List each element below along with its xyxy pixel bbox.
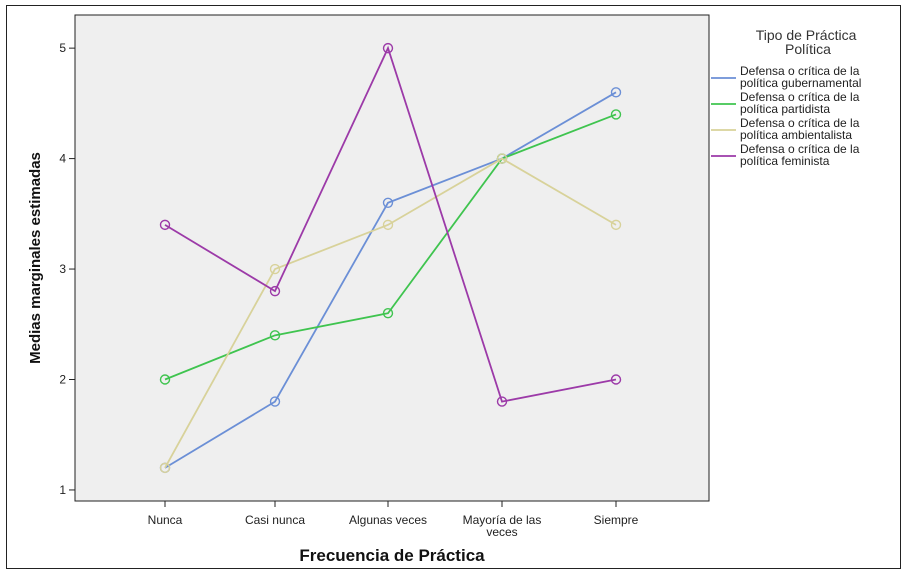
series-3 — [159, 153, 622, 474]
data-point — [382, 219, 394, 231]
y-tick-label: 4 — [59, 152, 66, 166]
y-axis: 1 2 3 4 5 — [59, 41, 75, 497]
x-tick-label: Siempre — [594, 513, 639, 527]
series-line — [164, 113, 617, 381]
series-line — [164, 157, 617, 469]
legend-label: Defensa o crítica de la política partidis… — [740, 90, 860, 116]
x-axis-title: Frecuencia de Práctica — [299, 546, 485, 565]
data-point — [159, 219, 171, 231]
series-layer — [159, 42, 622, 474]
data-point — [610, 219, 622, 231]
series-line — [164, 91, 617, 469]
legend: Defensa o crítica de la política gubernam… — [711, 64, 861, 168]
y-tick-label: 2 — [59, 373, 66, 387]
data-point — [269, 263, 281, 275]
legend-item-2: Defensa o crítica de la política partidis… — [711, 90, 860, 116]
data-point — [610, 374, 622, 385]
y-tick-label: 1 — [59, 483, 66, 497]
legend-label: Defensa o crítica de la política ambienta… — [740, 116, 860, 142]
y-tick-label: 5 — [59, 41, 66, 55]
legend-title-line2: Política — [785, 41, 831, 57]
data-point — [159, 374, 171, 385]
data-point — [496, 153, 508, 164]
data-point — [382, 197, 394, 208]
data-point — [269, 330, 281, 341]
data-point — [269, 285, 281, 297]
legend-label: Defensa o crítica de la política feminist… — [740, 142, 860, 168]
legend-title-line1: Tipo de Práctica — [756, 27, 857, 43]
x-tick-label: Nunca — [148, 513, 183, 527]
plot-area — [74, 14, 710, 502]
x-tick-label: Algunas veces — [349, 513, 427, 527]
data-point — [382, 42, 394, 54]
legend-item-1: Defensa o crítica de la política gubernam… — [711, 64, 861, 90]
x-tick-label: Casi nunca — [245, 513, 305, 527]
data-point — [496, 396, 508, 407]
x-axis: Nunca Casi nunca Algunas veces Mayoría de l… — [148, 501, 639, 539]
legend-label: Defensa o crítica de la política gubernam… — [740, 64, 861, 90]
y-axis-title: Medias marginales estimadas — [27, 152, 44, 364]
data-point — [382, 308, 394, 319]
y-tick-label: 3 — [59, 262, 66, 276]
data-point — [269, 396, 281, 407]
series-4 — [159, 42, 622, 407]
series-line — [164, 45, 617, 403]
legend-item-3: Defensa o crítica de la política ambienta… — [711, 116, 860, 142]
data-point — [159, 462, 171, 474]
data-point — [610, 109, 622, 120]
legend-item-4: Defensa o crítica de la política feminist… — [711, 142, 860, 168]
legend-title: Tipo de Práctica Política — [756, 27, 861, 57]
data-point — [610, 87, 622, 98]
x-tick-label: Mayoría de las veces — [463, 513, 542, 539]
